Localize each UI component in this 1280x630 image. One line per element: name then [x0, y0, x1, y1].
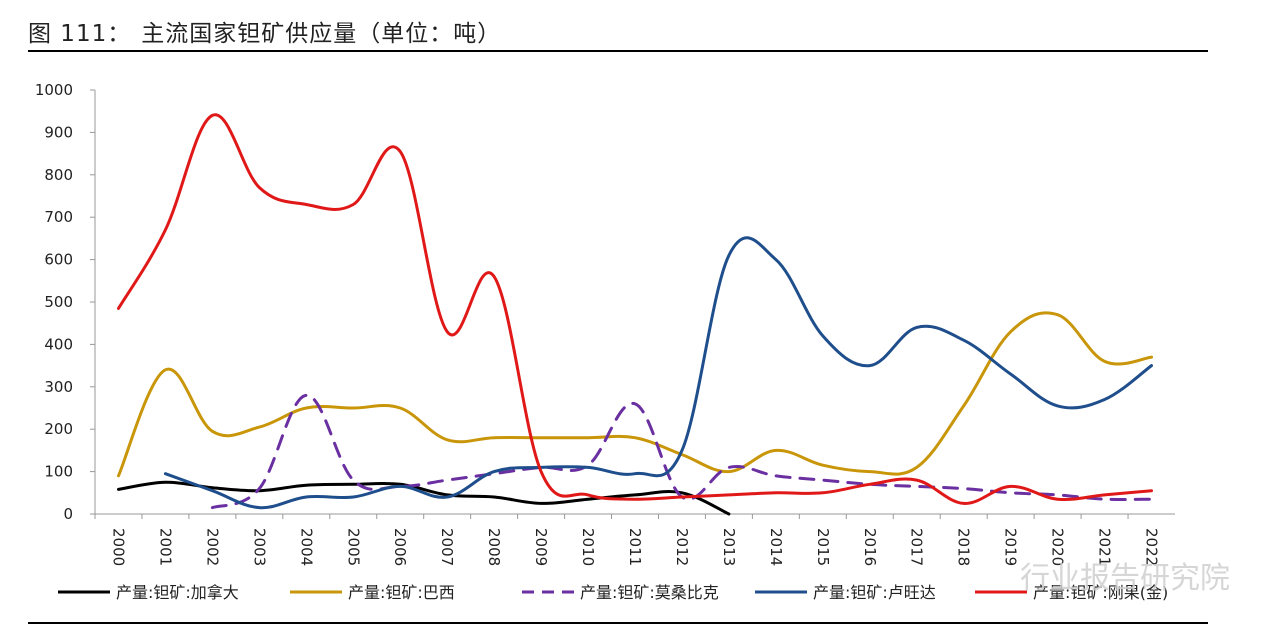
y-tick-label: 500	[44, 293, 73, 311]
x-tick-label: 2007	[438, 528, 456, 566]
x-tick-label: 2009	[532, 528, 550, 566]
x-tick-label: 2021	[1096, 528, 1114, 566]
legend-label-2: 产量:钽矿:莫桑比克	[580, 583, 719, 602]
y-tick-label: 900	[44, 123, 73, 141]
legend-label-0: 产量:钽矿:加拿大	[116, 583, 239, 602]
figure-label: 图 111：	[28, 21, 132, 47]
legend-label-4: 产量:钽矿:刚果(金)	[1033, 583, 1168, 602]
bottom-rule	[28, 622, 1208, 624]
y-tick-label: 800	[44, 166, 73, 184]
x-tick-label: 2014	[767, 528, 785, 566]
x-tick-label: 2005	[344, 528, 362, 566]
y-tick-label: 1000	[35, 81, 73, 99]
series-line-2	[210, 393, 1153, 510]
x-tick-label: 2015	[814, 528, 832, 566]
series-line-3	[163, 236, 1153, 510]
x-tick-label: 2020	[1049, 528, 1067, 566]
y-tick-label: 400	[44, 335, 73, 353]
legend-label-3: 产量:钽矿:卢旺达	[813, 583, 936, 602]
chart-legend: 产量:钽矿:加拿大 产量:钽矿:巴西 产量:钽矿:莫桑比克 产量:钽矿:卢旺达 产量:钽…	[58, 583, 1168, 602]
x-tick-label: 2016	[861, 528, 879, 566]
watermark-text: 行业报告研究院	[1020, 561, 1230, 596]
y-tick-label: 100	[44, 463, 73, 481]
y-tick-label: 0	[63, 505, 73, 523]
x-tick-label: 2017	[908, 528, 926, 566]
y-tick-label: 200	[44, 420, 73, 438]
figure-title-text: 主流国家钽矿供应量（单位：吨）	[141, 21, 502, 47]
x-tick-label: 2012	[673, 528, 691, 566]
top-rule	[28, 50, 1208, 52]
x-tick-label: 2006	[391, 528, 409, 566]
x-tick-label: 2003	[250, 528, 268, 566]
x-tick-label: 2008	[485, 528, 503, 566]
x-tick-label: 2004	[297, 528, 315, 566]
x-tick-label: 2002	[203, 528, 221, 566]
x-tick-label: 2022	[1143, 528, 1161, 566]
x-tick-label: 2001	[156, 528, 174, 566]
x-tick-label: 2000	[109, 528, 127, 566]
x-tick-label: 2010	[579, 528, 597, 566]
x-tick-label: 2013	[720, 528, 738, 566]
y-tick-label: 600	[44, 251, 73, 269]
x-tick-label: 2011	[626, 528, 644, 566]
series-line-0	[117, 480, 731, 516]
series-line-4	[117, 113, 1153, 505]
x-tick-label: 2018	[955, 528, 973, 566]
chart-series-lines	[117, 113, 1153, 516]
x-tick-label: 2019	[1002, 528, 1020, 566]
series-line-1	[117, 311, 1153, 478]
legend-label-1: 产量:钽矿:巴西	[348, 583, 455, 602]
y-tick-label: 700	[44, 208, 73, 226]
figure-title: 图 111： 主流国家钽矿供应量（单位：吨）	[28, 14, 501, 48]
chart-axes: 0 100 200 300 400 500 600 700 800 900 1000 2000 2001…	[35, 81, 1175, 566]
y-tick-label: 300	[44, 378, 73, 396]
